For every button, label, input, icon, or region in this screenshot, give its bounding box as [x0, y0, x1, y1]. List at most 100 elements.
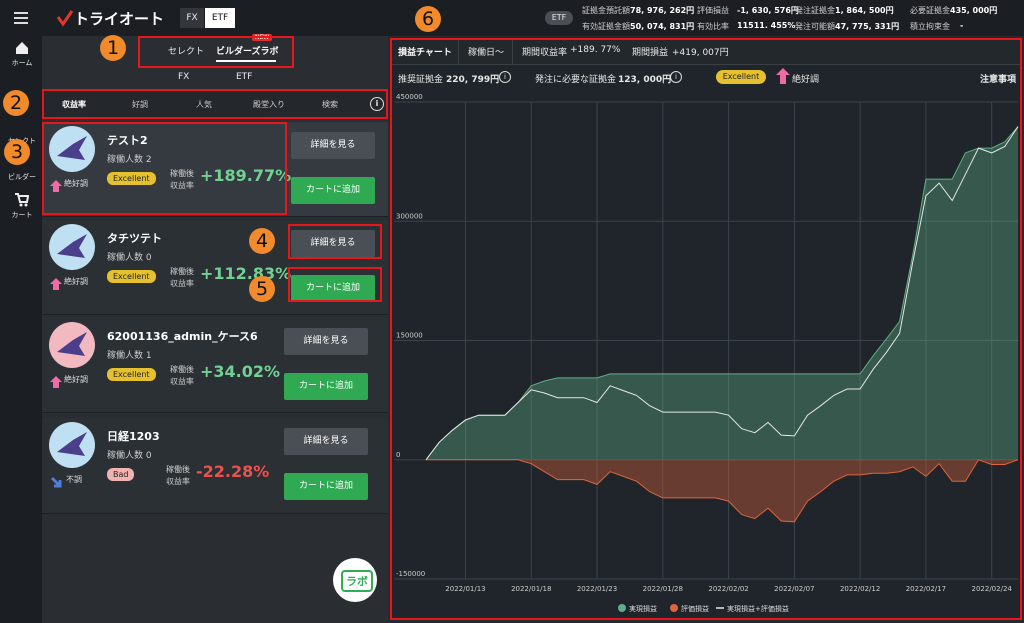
x-tick-label: 2022/01/18	[511, 585, 551, 593]
x-tick-label: 2022/02/07	[774, 585, 814, 593]
add-cart-button[interactable]: カートに追加	[284, 373, 368, 400]
filter-tab[interactable]: 好調	[132, 100, 148, 109]
required-label: 発注に必要な証拠金	[535, 75, 617, 85]
home-icon[interactable]	[15, 41, 29, 55]
logo-mark	[56, 10, 74, 27]
trend-label: 絶好調	[64, 179, 88, 188]
recommended-value: 220, 799円	[446, 75, 500, 85]
x-tick-label: 2022/01/28	[643, 585, 683, 593]
card-users: 稼働人数 2	[107, 155, 152, 165]
return-value: +189.77%	[200, 166, 292, 185]
info-value: 11511. 455%	[737, 21, 796, 30]
return-value: +34.02%	[200, 362, 281, 381]
filter-bar	[42, 90, 388, 118]
avatar	[49, 126, 95, 172]
metric-label: 稼働後	[170, 169, 194, 178]
info-icon[interactable]: i	[670, 71, 682, 83]
card-name: 日経1203	[107, 430, 160, 443]
fx-toggle[interactable]: FX	[180, 8, 204, 28]
rating-badge: Excellent	[107, 368, 156, 381]
info-icon[interactable]: i	[499, 71, 511, 83]
rating-badge: Bad	[107, 468, 135, 481]
market-etf[interactable]: ETF	[236, 72, 253, 82]
trend-label: 絶好調	[792, 75, 820, 85]
legend-label: 実現損益	[629, 604, 657, 613]
info-label: 発注可能額	[795, 22, 835, 31]
filter-tab[interactable]: 殿堂入り	[253, 100, 285, 109]
detail-button[interactable]: 詳細を見る	[284, 428, 368, 455]
trend-up-icon	[50, 180, 62, 192]
info-label: 積立拘束金	[910, 22, 950, 31]
info-label: 評価損益	[697, 6, 729, 15]
callout-box	[390, 38, 1022, 620]
notes-link[interactable]: 注意事項	[980, 75, 1017, 85]
add-cart-button[interactable]: カートに追加	[291, 177, 375, 204]
card-name: タチツテト	[107, 232, 162, 245]
info-value: -1, 630, 576円	[737, 6, 799, 15]
metric-label: 収益率	[166, 477, 190, 486]
lab-button-label[interactable]: ラボ	[341, 570, 373, 592]
tab-builders-lab[interactable]: ビルダーズラボ	[216, 47, 279, 57]
chart-tab-period[interactable]: 稼働日〜	[468, 48, 505, 58]
filter-tab[interactable]: 検索	[322, 100, 338, 109]
trend-icon	[50, 473, 62, 492]
trend-icon	[50, 275, 62, 294]
info-icon[interactable]: i	[370, 97, 384, 111]
avatar-bird	[57, 234, 87, 258]
period-pl-label: 期間損益	[632, 48, 669, 58]
logo: トライオート	[74, 10, 165, 28]
trend-icon	[50, 177, 62, 196]
trend-label: 絶好調	[64, 375, 88, 384]
detail-button[interactable]: 詳細を見る	[284, 328, 368, 355]
add-cart-button[interactable]: カートに追加	[291, 275, 375, 302]
period-pl-value: +419, 007円	[672, 48, 729, 58]
legend-label: 実現損益+評価損益	[727, 604, 789, 613]
nav-home[interactable]: ホーム	[11, 59, 33, 67]
menu-icon[interactable]	[14, 11, 30, 25]
x-tick-label: 2022/02/02	[708, 585, 748, 593]
cart-icon[interactable]	[15, 193, 29, 207]
lab-button[interactable]	[333, 558, 377, 602]
rating-badge: Excellent	[107, 172, 156, 185]
detail-button[interactable]: 詳細を見る	[291, 230, 375, 257]
market-badge: ETF	[545, 11, 573, 25]
x-tick-label: 2022/02/17	[906, 585, 946, 593]
avatar	[49, 422, 95, 468]
filter-tab[interactable]: 人気	[196, 100, 212, 109]
callout-box	[138, 36, 294, 68]
legend-swatch	[670, 604, 678, 612]
nav-cart[interactable]: カート	[11, 211, 33, 219]
return-value: +112.83%	[200, 264, 292, 283]
callout-number: 3	[4, 139, 30, 165]
detail-button[interactable]: 詳細を見る	[291, 132, 375, 159]
area-fill	[426, 459, 1018, 522]
x-tick-label: 2022/02/12	[840, 585, 880, 593]
legend-label: 評価損益	[681, 604, 709, 613]
metric-label: 稼働後	[166, 465, 190, 474]
pl-chart: -150000 0 150000 300000 450000 2022/01/13 2022…	[394, 94, 1019, 613]
callout-number: 5	[249, 276, 275, 302]
area-line	[425, 126, 1019, 461]
metric-label: 収益率	[170, 377, 194, 386]
nav-builder[interactable]: ビルダー	[8, 173, 36, 181]
chart-panel	[390, 38, 1022, 620]
trend-up-icon	[776, 68, 790, 84]
etf-toggle[interactable]: ETF	[205, 8, 235, 28]
callout-number: 1	[100, 35, 126, 61]
tab-select[interactable]: セレクト	[168, 47, 205, 57]
card-users: 稼働人数 0	[107, 253, 152, 263]
info-label: 証拠金預託額	[582, 6, 630, 15]
sidebar	[0, 36, 42, 623]
recommended-label: 推奨証拠金	[398, 75, 444, 85]
period-return-value: +189. 77%	[570, 45, 621, 55]
metric-label: 稼働後	[170, 365, 194, 374]
trend-up-icon	[50, 278, 62, 290]
filter-tab[interactable]: 収益率	[62, 100, 86, 109]
card-users: 稼働人数 1	[107, 351, 152, 361]
market-fx[interactable]: FX	[178, 72, 190, 82]
callout-number: 2	[3, 90, 29, 116]
info-label: 必要証拠金	[910, 6, 950, 15]
tab-divider	[458, 38, 459, 64]
chart-tab-pl[interactable]: 損益チャート	[398, 48, 452, 58]
add-cart-button[interactable]: カートに追加	[284, 473, 368, 500]
